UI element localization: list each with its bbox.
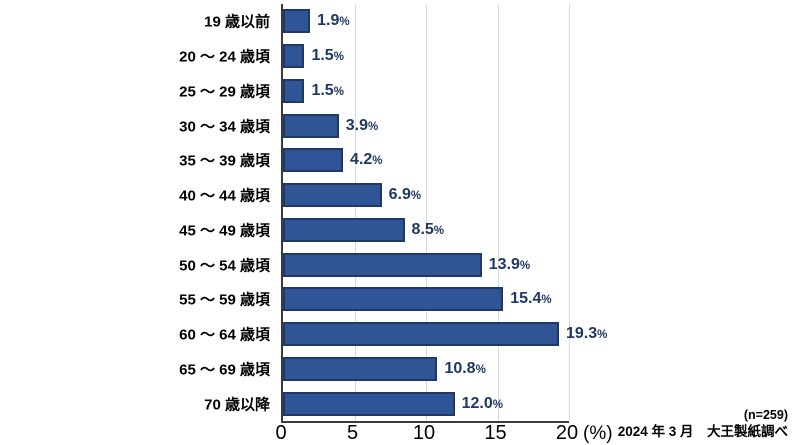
value-number: 13.9 (488, 255, 520, 273)
chart-row: 40 ～ 44 歳頃 6.9% (179, 178, 569, 213)
value-number: 12.0 (461, 394, 493, 412)
value-label: 3.9% (345, 116, 379, 134)
value-label: 19.3% (566, 326, 607, 342)
chart-row: 70 歳以降 12.0% (204, 386, 569, 421)
category-label: 60 ～ 64 歳頃 (179, 326, 270, 344)
category-label: 50 ～ 54 歳頃 (179, 257, 270, 275)
value-number: 15.4 (510, 290, 542, 308)
chart-row: 19 歳以前 1.9% (204, 4, 569, 39)
chart-row: 55 ～ 59 歳頃 15.4% (179, 282, 569, 317)
value-percent-sign: % (368, 120, 379, 133)
value-number: 19.3 (565, 325, 598, 343)
x-axis-unit-label: (%) (583, 423, 613, 444)
value-percent-sign: % (519, 259, 531, 272)
category-label: 35 ～ 39 歳頃 (179, 152, 270, 170)
gridline (569, 4, 570, 421)
chart-row: 25 ～ 29 歳頃 1.5% (179, 74, 569, 109)
value-percent-sign: % (372, 155, 383, 168)
bar (283, 322, 559, 347)
value-label: 8.5% (411, 220, 445, 238)
value-number: 3.9 (345, 116, 369, 134)
value-percent-sign: % (333, 85, 344, 98)
sample-size-note: (n=259) (743, 407, 788, 422)
category-label: 65 ～ 69 歳頃 (179, 361, 270, 379)
category-label: 25 ～ 29 歳頃 (179, 83, 270, 101)
category-label: 19 歳以前 (204, 13, 270, 31)
value-label: 1.5% (311, 81, 344, 99)
value-label: 10.8% (444, 359, 486, 377)
category-label: 55 ～ 59 歳頃 (179, 291, 270, 309)
value-label: 15.4% (510, 291, 551, 307)
value-percent-sign: % (492, 398, 503, 411)
bar (283, 183, 382, 208)
chart-row: 60 ～ 64 歳頃 19.3% (179, 317, 607, 352)
value-percent-sign: % (433, 224, 445, 237)
bar (283, 287, 504, 312)
value-percent-sign: % (597, 329, 608, 342)
bar (283, 44, 305, 69)
value-percent-sign: % (333, 51, 344, 64)
bar (283, 217, 405, 242)
source-note: 2024 年 3 月 大王製紙調べ (617, 424, 788, 440)
value-label: 1.5% (311, 48, 343, 64)
gridline (354, 4, 356, 421)
bar (283, 148, 344, 173)
value-label: 6.9% (389, 187, 421, 203)
value-label: 12.0% (461, 394, 503, 412)
category-label: 70 歳以降 (204, 396, 270, 414)
chart-row: 20 ～ 24 歳頃 1.5% (179, 39, 569, 74)
chart-row: 65 ～ 69 歳頃 10.8% (179, 352, 569, 387)
x-tick-label: 15 (484, 422, 507, 444)
value-percent-sign: % (475, 363, 486, 376)
value-number: 4.2 (350, 151, 373, 169)
value-percent-sign: % (541, 294, 552, 307)
plot-area: 19 歳以前 1.9% 20 ～ 24 歳頃 1.5% 25 ～ 29 歳頃 1.5% 30… (179, 4, 607, 423)
value-number: 1.5 (311, 47, 334, 65)
category-label: 20 ～ 24 歳頃 (179, 48, 270, 66)
chart-row: 35 ～ 39 歳頃 4.2% (179, 143, 569, 178)
category-label: 45 ～ 49 歳頃 (179, 222, 270, 240)
x-axis: (%) 0 5 10 15 20 (275, 422, 612, 445)
value-label: 1.9% (317, 13, 349, 29)
value-percent-sign: % (339, 16, 350, 29)
bar (283, 391, 455, 416)
category-label: 40 ～ 44 歳頃 (179, 187, 270, 205)
bar (283, 9, 311, 34)
bar (283, 113, 339, 138)
value-number: 6.9 (388, 186, 411, 204)
x-tick-label: 5 (346, 422, 359, 444)
chart-row: 50 ～ 54 歳頃 13.9% (179, 247, 569, 282)
value-number: 8.5 (411, 220, 434, 238)
value-number: 1.9 (317, 12, 340, 30)
chart-row: 30 ～ 34 歳頃 3.9% (179, 108, 569, 143)
chart-footer: (n=259) 2024 年 3 月 大王製紙調べ (618, 408, 788, 441)
chart-row: 45 ～ 49 歳頃 8.5% (179, 213, 569, 248)
gridline (497, 4, 499, 421)
value-label: 13.9% (488, 255, 531, 273)
x-tick-label: 0 (275, 422, 287, 444)
value-number: 10.8 (444, 359, 476, 377)
gridline (426, 4, 427, 421)
x-tick-label: 20 (555, 422, 579, 444)
value-label: 4.2% (350, 152, 382, 168)
category-label: 30 ～ 34 歳頃 (179, 118, 270, 136)
x-tick-label: 10 (412, 422, 436, 444)
value-percent-sign: % (410, 190, 422, 203)
bar (283, 78, 305, 103)
value-number: 1.5 (311, 81, 334, 99)
bar (283, 356, 438, 381)
bar (283, 252, 482, 277)
